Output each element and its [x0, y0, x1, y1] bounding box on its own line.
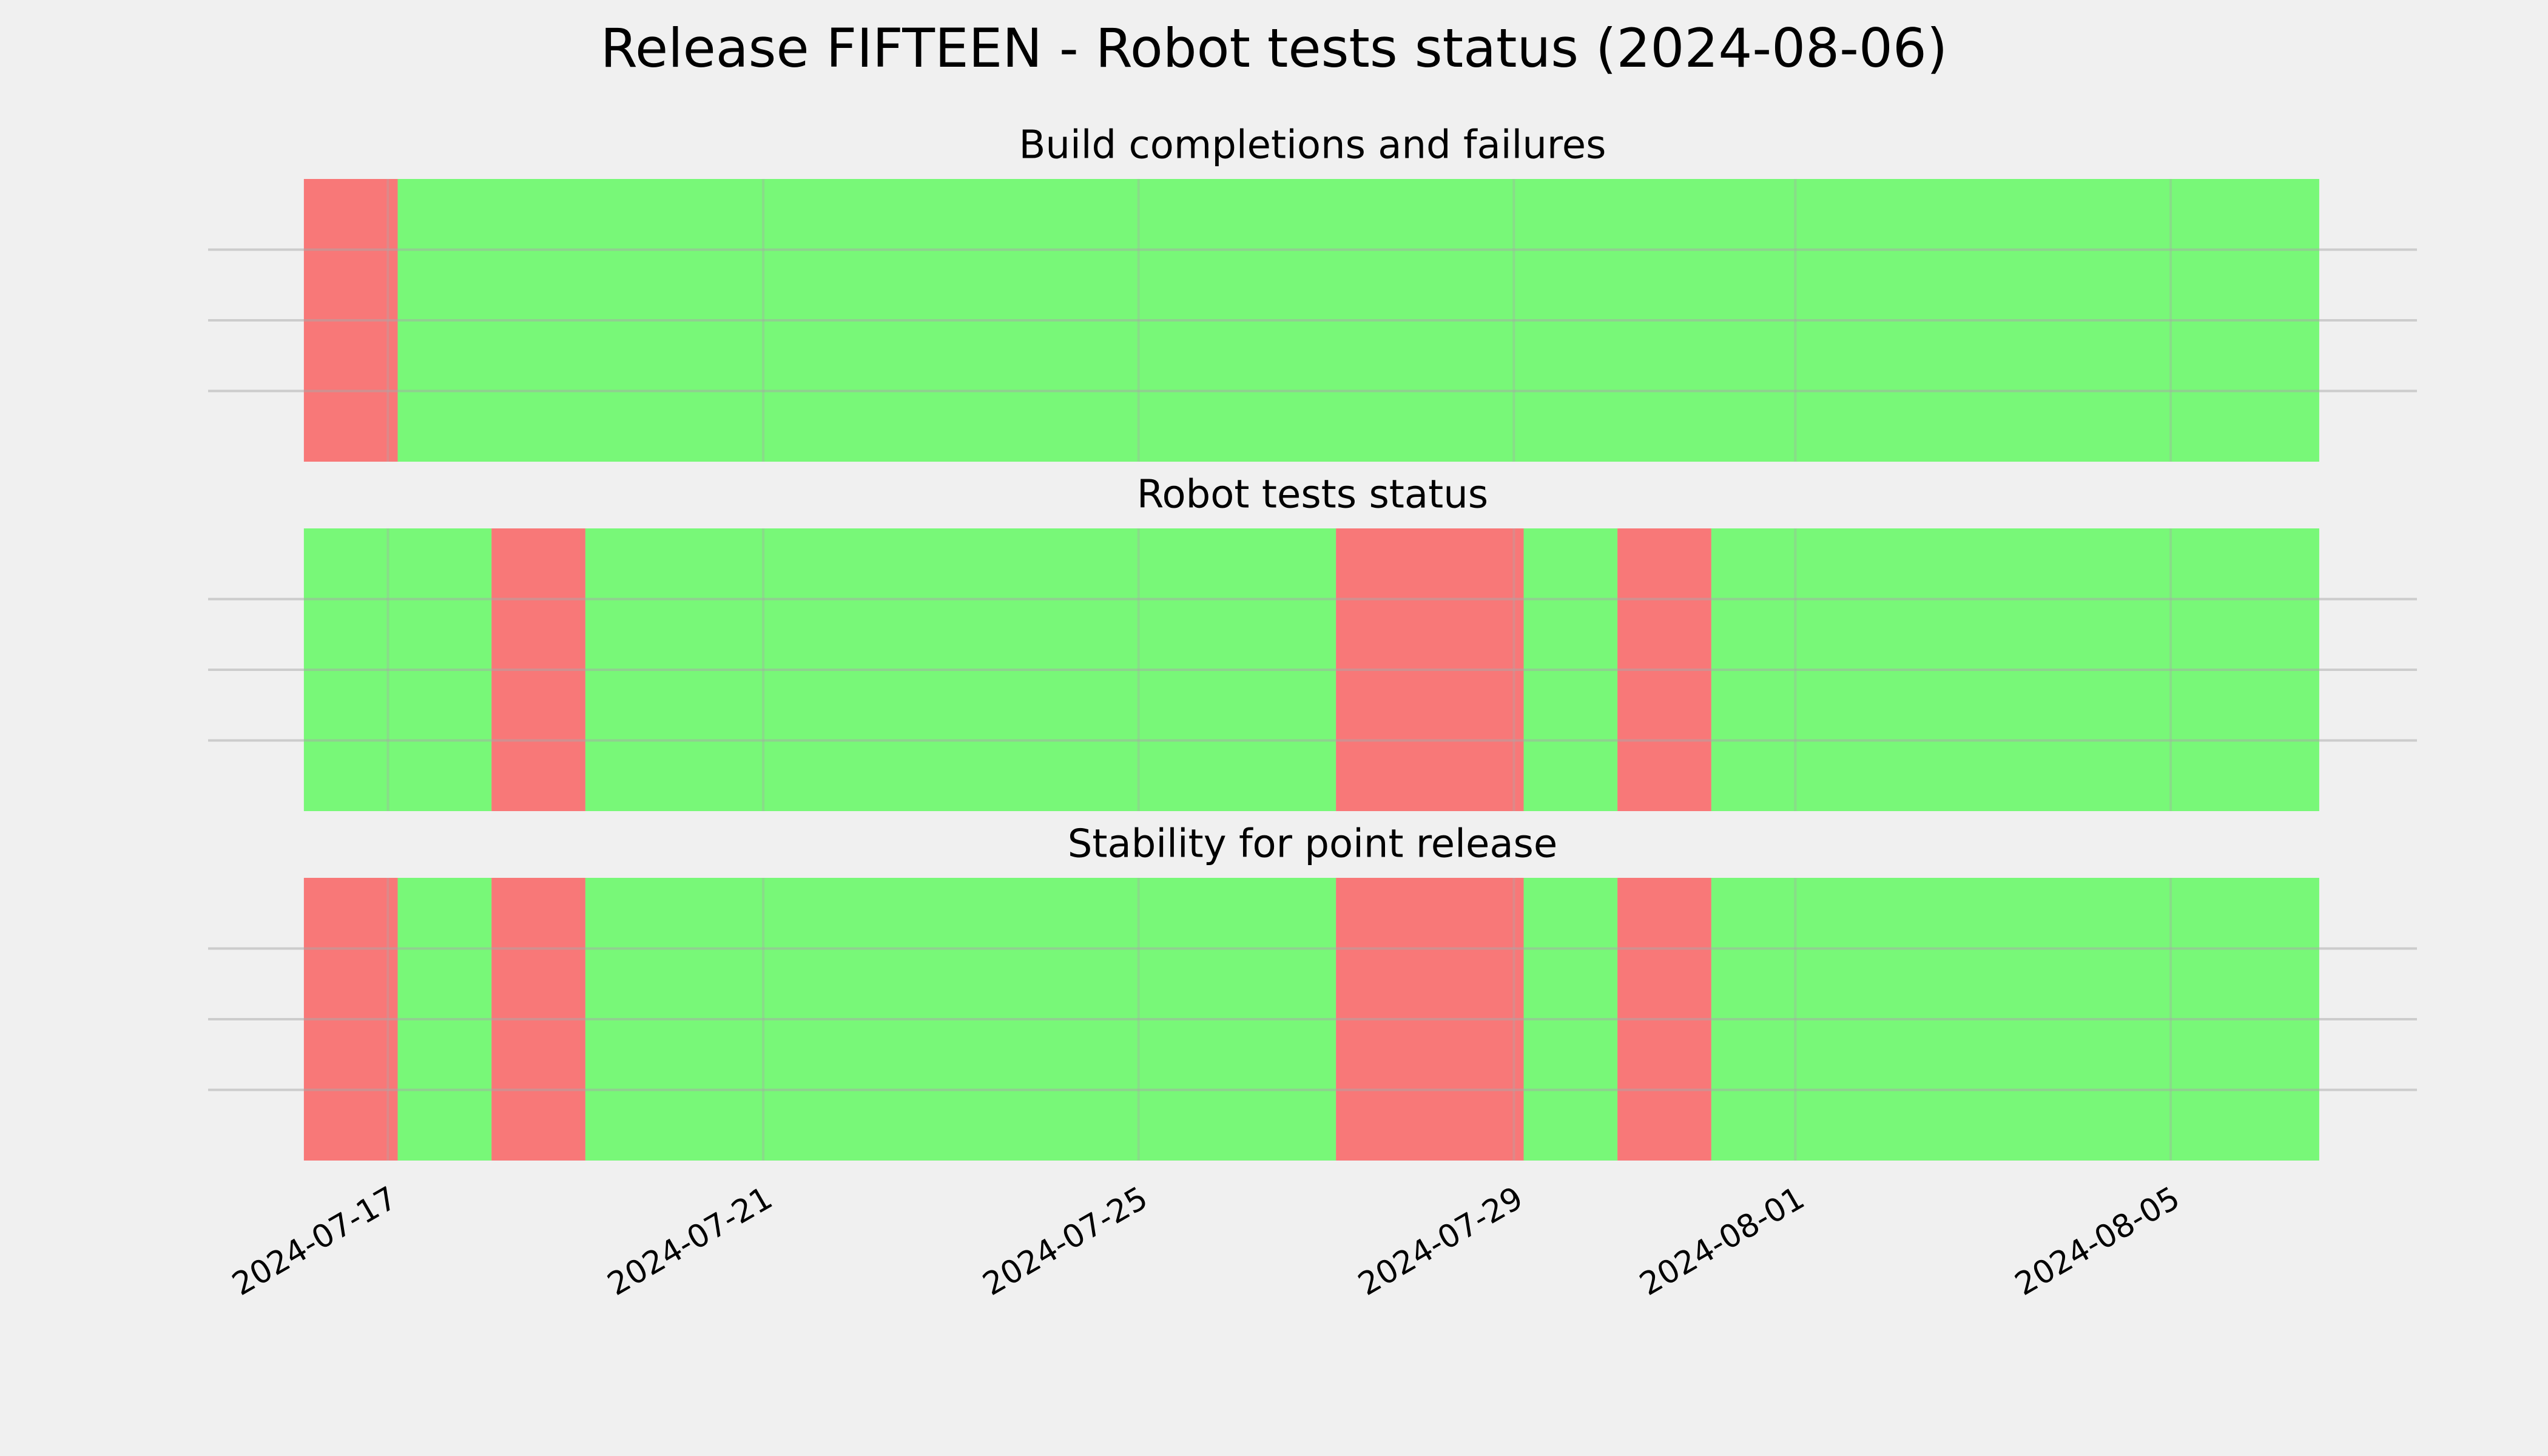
subplot-title: Build completions and failures	[1019, 123, 1606, 168]
subplot-title: Robot tests status	[1137, 473, 1488, 517]
subplot-title: Stability for point release	[1068, 822, 1558, 867]
chart-title: Release FIFTEEN - Robot tests status (20…	[601, 17, 1947, 79]
